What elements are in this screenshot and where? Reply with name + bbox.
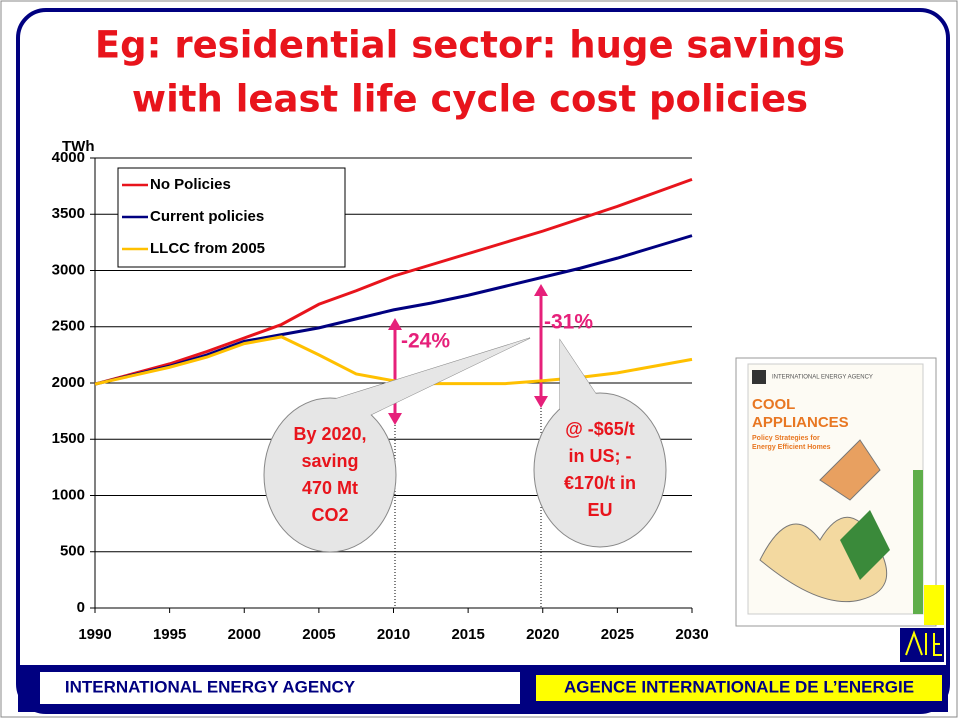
logo-top <box>924 585 944 625</box>
series-line <box>94 234 693 386</box>
x-tick-label: 2020 <box>526 626 559 643</box>
title: Eg: residential sector: huge savings <box>95 24 845 67</box>
x-tick-label: 1995 <box>153 626 186 643</box>
y-tick-label: 4000 <box>52 149 85 166</box>
cover-subtitle: Policy Strategies for <box>752 435 820 442</box>
logo <box>900 585 944 662</box>
callout <box>533 392 667 548</box>
cover-agency: INTERNATIONAL ENERGY AGENCY <box>772 375 873 381</box>
logo-letters <box>905 630 942 656</box>
legend-label: LLCC from 2005 <box>150 240 265 257</box>
callout <box>263 397 397 553</box>
legend-label: No Policies <box>150 176 231 193</box>
x-tick-label: 2005 <box>302 626 335 643</box>
callout-text: saving <box>301 451 358 471</box>
cover-illustration <box>840 510 890 580</box>
callout-text: EU <box>587 500 612 520</box>
y-axis-label: TWh <box>62 138 94 155</box>
x-tick-label: 2015 <box>451 626 484 643</box>
x-tick-label: 2025 <box>601 626 634 643</box>
y-tick-label: 1000 <box>52 486 85 503</box>
cover-title: COOL <box>752 396 795 413</box>
legend: No Policies Current policies LLCC from 200… <box>117 167 346 268</box>
x-tick-label: 2010 <box>377 626 410 643</box>
book-cover: INTERNATIONAL ENERGY AGENCY COOL APPLIAN… <box>735 357 937 627</box>
callout-tail <box>300 338 530 420</box>
footer-left: INTERNATIONAL ENERGY AGENCY <box>65 677 356 696</box>
cover-spine <box>913 470 923 614</box>
annotation: -24% <box>401 330 450 353</box>
y-tick-label: 2000 <box>52 374 85 391</box>
y-tick-label: 0 <box>77 599 85 616</box>
callout-text: €170/t in <box>564 473 636 493</box>
footer-right: AGENCE INTERNATIONALE DE L’ENERGIE <box>564 677 914 696</box>
callout-text: @ -$65/t <box>565 419 635 439</box>
callout-tail <box>560 340 600 410</box>
cover-title: APPLIANCES <box>752 414 849 431</box>
legend-label: Current policies <box>150 208 264 225</box>
y-tick-label: 1500 <box>52 430 85 447</box>
title: with least life cycle cost policies <box>132 78 808 121</box>
series-line <box>94 177 693 386</box>
x-tick-label: 1990 <box>78 626 111 643</box>
arrow-head <box>388 318 402 425</box>
legend-box <box>117 167 346 268</box>
cover-illustration <box>819 439 881 501</box>
footer-left-box <box>40 672 520 704</box>
callout-text: CO2 <box>311 505 348 525</box>
y-tick-label: 3000 <box>52 261 85 278</box>
y-tick-label: 2500 <box>52 318 85 335</box>
footer-right-box <box>536 675 942 701</box>
callout-text: in US; - <box>569 446 632 466</box>
callout-text: 470 Mt <box>302 478 358 498</box>
annotation: -31% <box>544 311 593 334</box>
y-tick-label: 500 <box>60 543 85 560</box>
cover-logo <box>752 370 766 384</box>
callout-text: By 2020, <box>293 424 366 444</box>
y-tick-label: 3500 <box>52 205 85 222</box>
x-tick-label: 2030 <box>675 626 708 643</box>
cover-subtitle: Energy Efficient Homes <box>752 444 831 451</box>
x-tick-label: 2000 <box>228 626 261 643</box>
